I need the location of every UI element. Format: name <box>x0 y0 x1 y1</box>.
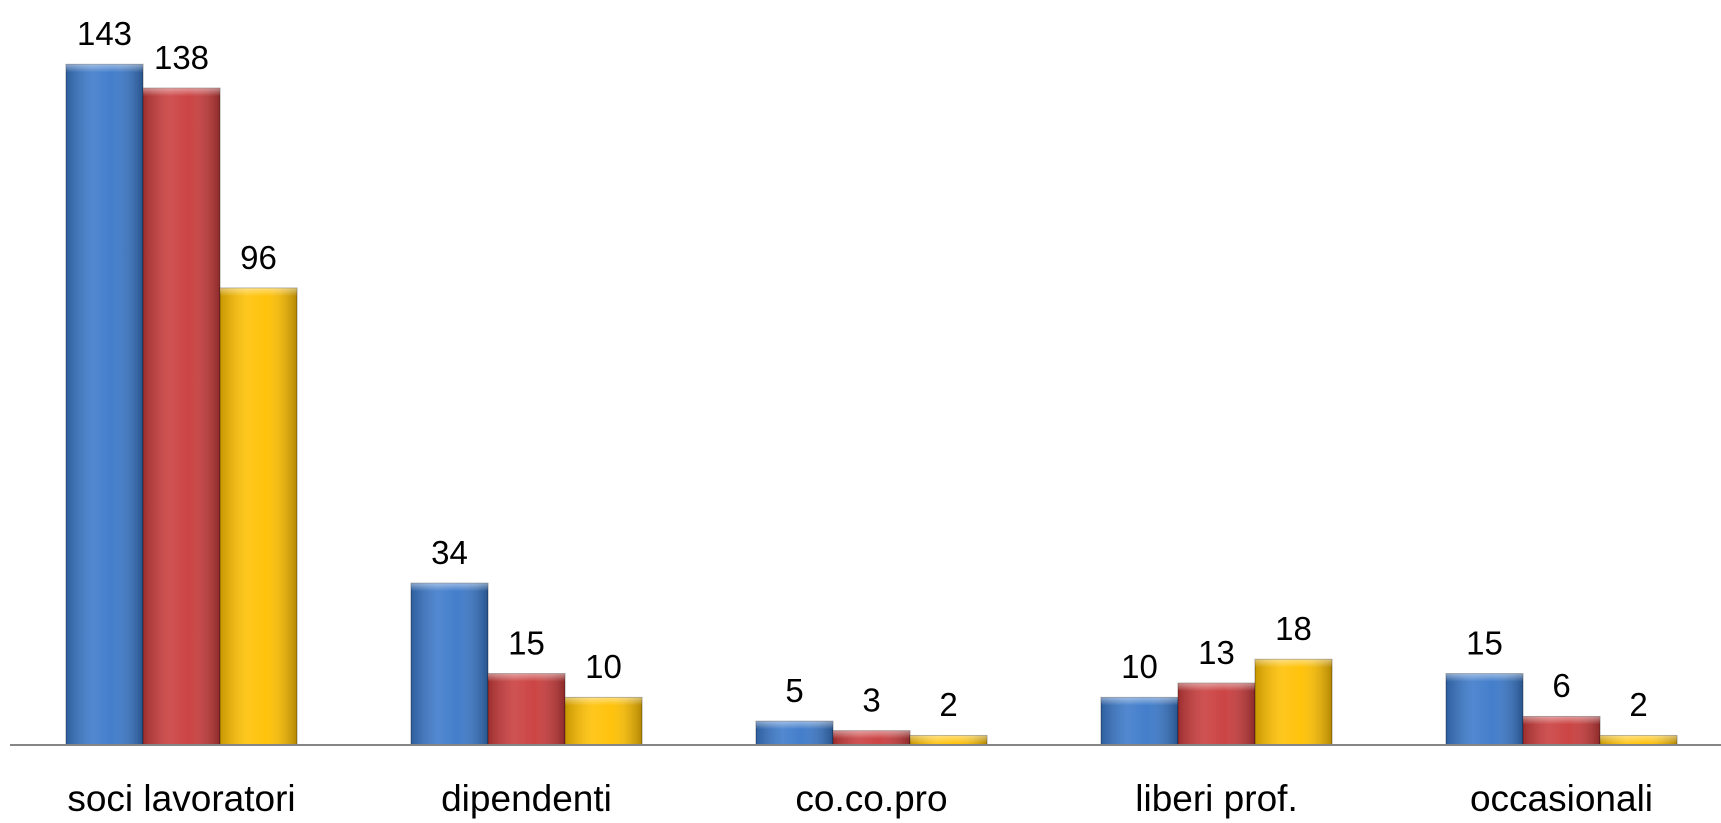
bar-highlight <box>1600 735 1677 744</box>
bar-highlight <box>66 64 143 73</box>
x-tick-label: occasionali <box>1470 778 1653 819</box>
bar-highlight <box>1178 683 1255 692</box>
value-label: 15 <box>1466 624 1503 661</box>
value-label: 138 <box>154 39 209 76</box>
x-tick-label: co.co.pro <box>795 778 947 819</box>
bar-highlight <box>143 88 220 97</box>
bar <box>487 673 566 746</box>
bar <box>142 87 221 746</box>
value-label: 5 <box>785 672 803 709</box>
value-label: 34 <box>431 534 468 571</box>
x-tick-label: dipendenti <box>441 778 612 819</box>
value-label: 18 <box>1275 610 1312 647</box>
value-label: 2 <box>1629 686 1647 723</box>
value-label: 2 <box>939 686 957 723</box>
bar-highlight <box>1255 659 1332 668</box>
bar-highlight <box>411 583 488 592</box>
bar-highlight <box>1523 716 1600 725</box>
value-label: 96 <box>240 239 277 276</box>
value-label: 13 <box>1198 634 1235 671</box>
value-label: 15 <box>508 624 545 661</box>
value-label: 6 <box>1552 667 1570 704</box>
x-tick-label: liberi prof. <box>1135 778 1297 819</box>
bar <box>1445 673 1524 746</box>
bar <box>1177 682 1256 746</box>
bar-highlight <box>1446 673 1523 682</box>
bar <box>410 582 489 746</box>
bar-highlight <box>488 673 565 682</box>
value-label: 143 <box>77 15 132 52</box>
bar-highlight <box>756 721 833 730</box>
value-label: 3 <box>862 681 880 718</box>
bar-highlight <box>565 697 642 706</box>
bar <box>1254 658 1333 746</box>
bar-highlight <box>220 288 297 297</box>
bar <box>65 63 144 746</box>
bar-highlight <box>833 730 910 739</box>
x-tick-label: soci lavoratori <box>67 778 295 819</box>
value-label: 10 <box>585 648 622 685</box>
value-label: 10 <box>1121 648 1158 685</box>
bar <box>219 287 298 746</box>
bar-highlight <box>1101 697 1178 706</box>
bar-highlight <box>910 735 987 744</box>
